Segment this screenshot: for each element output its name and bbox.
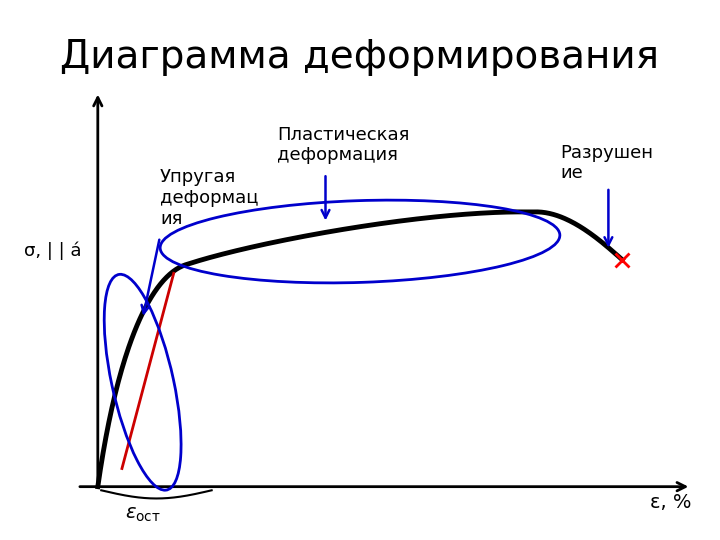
Text: Пластическая
деформация: Пластическая деформация (277, 125, 410, 164)
Text: $\varepsilon_{\rm ост}$: $\varepsilon_{\rm ост}$ (125, 505, 161, 524)
Text: Диаграмма деформирования: Диаграмма деформирования (60, 38, 660, 76)
Text: σ, | | á: σ, | | á (24, 241, 81, 260)
Text: Упругая
деформац
ия: Упругая деформац ия (160, 168, 258, 228)
Text: Разрушен
ие: Разрушен ие (560, 144, 653, 183)
Text: ε, %: ε, % (649, 493, 691, 512)
